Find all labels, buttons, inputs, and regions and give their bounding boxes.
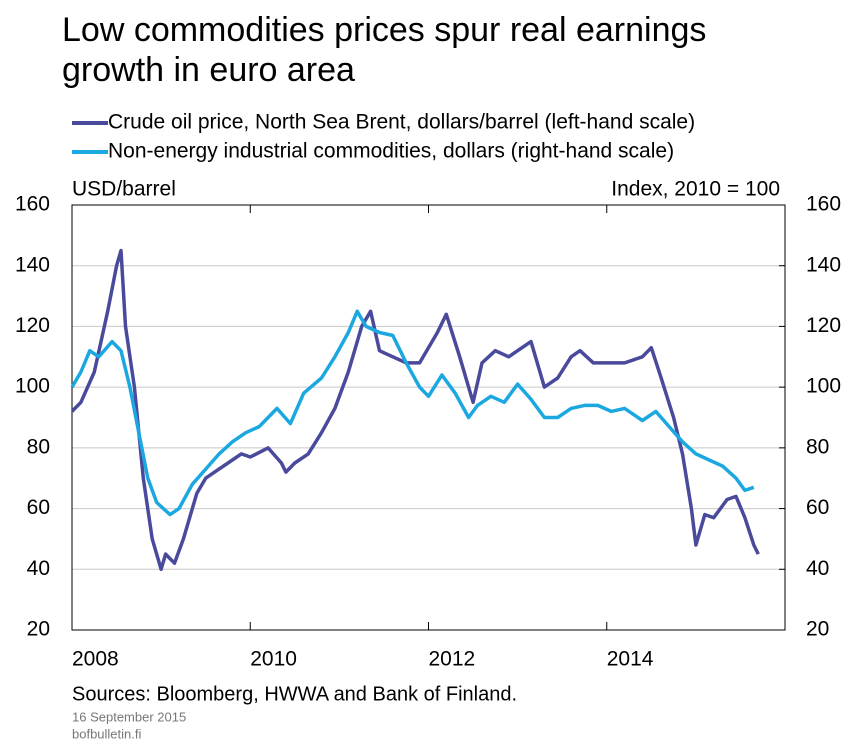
x-tick-label: 2014	[607, 648, 654, 671]
x-tick-label: 2012	[429, 648, 476, 671]
y2-axis-label: Index, 2010 = 100	[611, 178, 780, 201]
legend-label: Crude oil price, North Sea Brent, dollar…	[108, 111, 695, 134]
series-line	[70, 309, 755, 517]
plot-frame	[71, 204, 786, 631]
y2-tick-label: 40	[806, 557, 829, 580]
y-tick-label: 20	[27, 618, 50, 641]
site: bofbulletin.fi	[72, 726, 141, 741]
y2-tick-label: 140	[806, 253, 841, 276]
date: 16 September 2015	[72, 709, 186, 724]
x-tick-label: 2008	[72, 648, 119, 671]
x-tick-label: 2010	[250, 648, 297, 671]
y2-tick-label: 60	[806, 496, 829, 519]
y-tick-label: 40	[27, 557, 50, 580]
y-tick-label: 160	[15, 193, 50, 216]
y2-tick-label: 160	[806, 193, 841, 216]
legend-label: Non-energy industrial commodities, dolla…	[108, 140, 674, 163]
y-axis-label: USD/barrel	[72, 178, 176, 201]
y2-tick-label: 120	[806, 314, 841, 337]
y2-tick-label: 100	[806, 375, 841, 398]
source: Sources: Bloomberg, HWWA and Bank of Fin…	[72, 683, 517, 705]
y2-tick-label: 80	[806, 435, 829, 458]
chart-title: Low commodities prices spur real earning…	[62, 11, 706, 89]
y2-tick-label: 20	[806, 618, 829, 641]
y-tick-label: 100	[15, 375, 50, 398]
y-tick-label: 140	[15, 253, 50, 276]
y-tick-label: 120	[15, 314, 50, 337]
y-tick-label: 80	[27, 435, 50, 458]
y-tick-label: 60	[27, 496, 50, 519]
